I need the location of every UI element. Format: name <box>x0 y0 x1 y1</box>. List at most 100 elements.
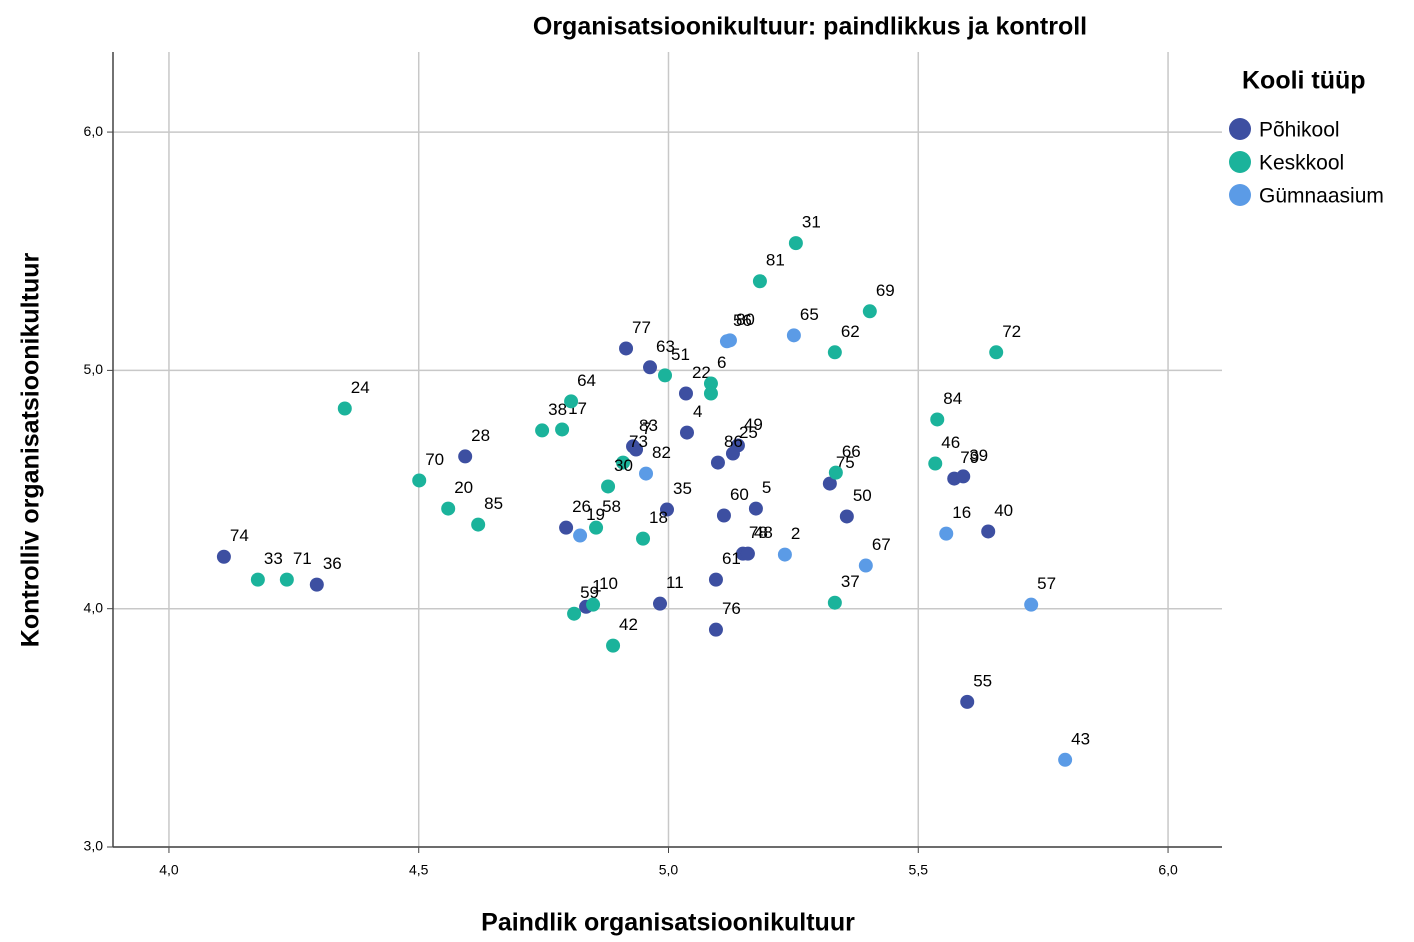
point-label: 42 <box>619 615 638 634</box>
point <box>722 333 737 348</box>
point <box>679 425 694 440</box>
y-tick-label: 3,0 <box>84 838 104 854</box>
point <box>827 595 842 610</box>
point-label: 56 <box>733 311 752 330</box>
x-tick-label: 5,5 <box>909 862 929 878</box>
point-label: 50 <box>853 486 872 505</box>
point-label: 10 <box>599 574 618 593</box>
x-axis-title: Paindlik organisatsioonikultuur <box>481 909 855 937</box>
point-label: 70 <box>425 450 444 469</box>
point-label: 75 <box>836 453 855 472</box>
legend-marker <box>1229 151 1251 173</box>
point <box>858 558 873 573</box>
point-label: 25 <box>739 423 758 442</box>
point <box>564 394 579 409</box>
point-label: 20 <box>454 478 473 497</box>
point <box>928 456 943 471</box>
point-label: 40 <box>994 501 1013 520</box>
point <box>822 476 837 491</box>
point-label: 82 <box>652 443 671 462</box>
point-label: 55 <box>973 671 992 690</box>
point <box>573 528 588 543</box>
point <box>956 469 971 484</box>
point <box>309 577 324 592</box>
point <box>589 520 604 535</box>
point-label: 6 <box>717 353 726 372</box>
point <box>250 572 265 587</box>
point <box>678 386 693 401</box>
point <box>639 466 654 481</box>
point <box>601 479 616 494</box>
point <box>748 501 763 516</box>
point <box>653 596 668 611</box>
point <box>606 638 621 653</box>
point <box>1024 597 1039 612</box>
point <box>839 509 854 524</box>
point-label: 78 <box>749 523 768 542</box>
point <box>786 328 801 343</box>
x-tick-label: 5,0 <box>659 862 679 878</box>
point-label: 83 <box>639 416 658 435</box>
point <box>960 694 975 709</box>
point <box>586 597 601 612</box>
point-label: 19 <box>586 505 605 524</box>
y-axis-title: Kontrolliv organisatsioonikultuur <box>17 253 45 648</box>
point-label: 64 <box>577 371 596 390</box>
point-label: 37 <box>841 572 860 591</box>
point-label: 48 <box>754 523 773 542</box>
point <box>777 547 792 562</box>
point-label: 84 <box>943 389 962 408</box>
point-label: 43 <box>1071 729 1090 748</box>
point-label: 59 <box>580 583 599 602</box>
point-label: 62 <box>841 322 860 341</box>
point <box>559 520 574 535</box>
point-label: 67 <box>872 535 891 554</box>
point-label: 5 <box>762 478 771 497</box>
point <box>643 360 658 375</box>
point-label: 24 <box>351 378 370 397</box>
point-label: 35 <box>673 479 692 498</box>
point-label: 74 <box>230 526 249 545</box>
point <box>1058 752 1073 767</box>
point <box>216 549 231 564</box>
point-label: 51 <box>671 345 690 364</box>
point <box>716 508 731 523</box>
point-label: 11 <box>666 573 684 592</box>
point <box>703 376 718 391</box>
point-label: 76 <box>722 599 741 618</box>
point-label: 60 <box>730 485 749 504</box>
point-label: 16 <box>952 503 971 522</box>
point-label: 77 <box>632 318 651 337</box>
point-label: 80 <box>736 310 755 329</box>
legend-label: Põhikool <box>1259 119 1340 142</box>
point <box>458 449 473 464</box>
point-label: 38 <box>548 400 567 419</box>
point-label: 39 <box>969 446 988 465</box>
legend-marker <box>1229 118 1251 140</box>
point-label: 7 <box>642 419 651 438</box>
point-label: 85 <box>484 494 503 513</box>
x-tick-label: 6,0 <box>1158 862 1178 878</box>
point-label: 58 <box>602 497 621 516</box>
point <box>567 606 582 621</box>
point-label: 81 <box>766 251 785 270</box>
point <box>441 501 456 516</box>
y-tick-label: 5,0 <box>84 361 104 377</box>
point <box>535 423 550 438</box>
point-label: 28 <box>471 426 490 445</box>
legend-title: Kooli tüüp <box>1242 67 1366 95</box>
point-label: 73 <box>629 432 648 451</box>
point-label: 57 <box>1037 574 1056 593</box>
point <box>930 412 945 427</box>
point <box>660 502 675 517</box>
point <box>636 531 651 546</box>
point <box>828 465 843 480</box>
point <box>555 422 570 437</box>
x-tick-label: 4,0 <box>159 862 179 878</box>
y-tick-label: 4,0 <box>84 599 104 615</box>
point <box>412 473 427 488</box>
point-label: 65 <box>800 305 819 324</box>
legend-marker <box>1229 184 1251 206</box>
point <box>862 304 877 319</box>
